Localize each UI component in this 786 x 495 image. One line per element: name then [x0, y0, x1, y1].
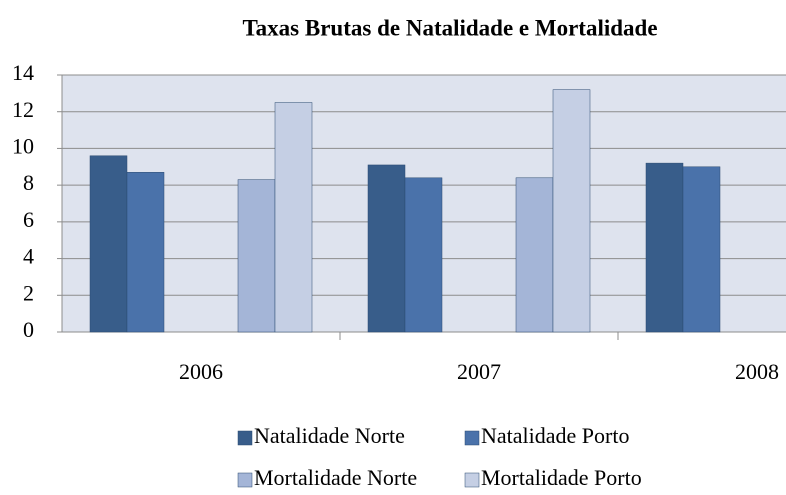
y-tick-label: 12: [12, 97, 34, 122]
bar: [552, 89, 591, 333]
y-tick-label: 10: [12, 133, 34, 158]
y-tick-label: 6: [23, 207, 34, 232]
y-tick-label: 4: [23, 244, 34, 269]
x-tick-label: 2007: [457, 359, 501, 384]
x-tick-label: 2006: [179, 359, 223, 384]
legend-label: Mortalidade Porto: [481, 465, 642, 490]
legend-swatch: [464, 472, 480, 488]
bar: [274, 102, 313, 333]
bar: [404, 177, 443, 333]
legend-label: Mortalidade Norte: [254, 465, 417, 490]
chart-title: Taxas Brutas de Natalidade e Mortalidade: [242, 15, 657, 40]
bar: [126, 172, 165, 333]
y-tick-label: 0: [23, 317, 34, 342]
bar: [682, 166, 721, 333]
bar: [367, 164, 406, 333]
bar: [237, 179, 276, 333]
legend-swatch: [237, 430, 253, 446]
bar: [515, 177, 554, 333]
bar: [89, 155, 128, 333]
y-tick-label: 8: [23, 170, 34, 195]
legend-swatch: [464, 430, 480, 446]
legend-label: Natalidade Norte: [254, 423, 405, 448]
y-tick-label: 14: [12, 60, 34, 85]
legend-swatch: [237, 472, 253, 488]
x-tick-label: 2008: [735, 359, 779, 384]
legend-label: Natalidade Porto: [481, 423, 629, 448]
bar: [645, 162, 684, 333]
y-tick-label: 2: [23, 280, 34, 305]
